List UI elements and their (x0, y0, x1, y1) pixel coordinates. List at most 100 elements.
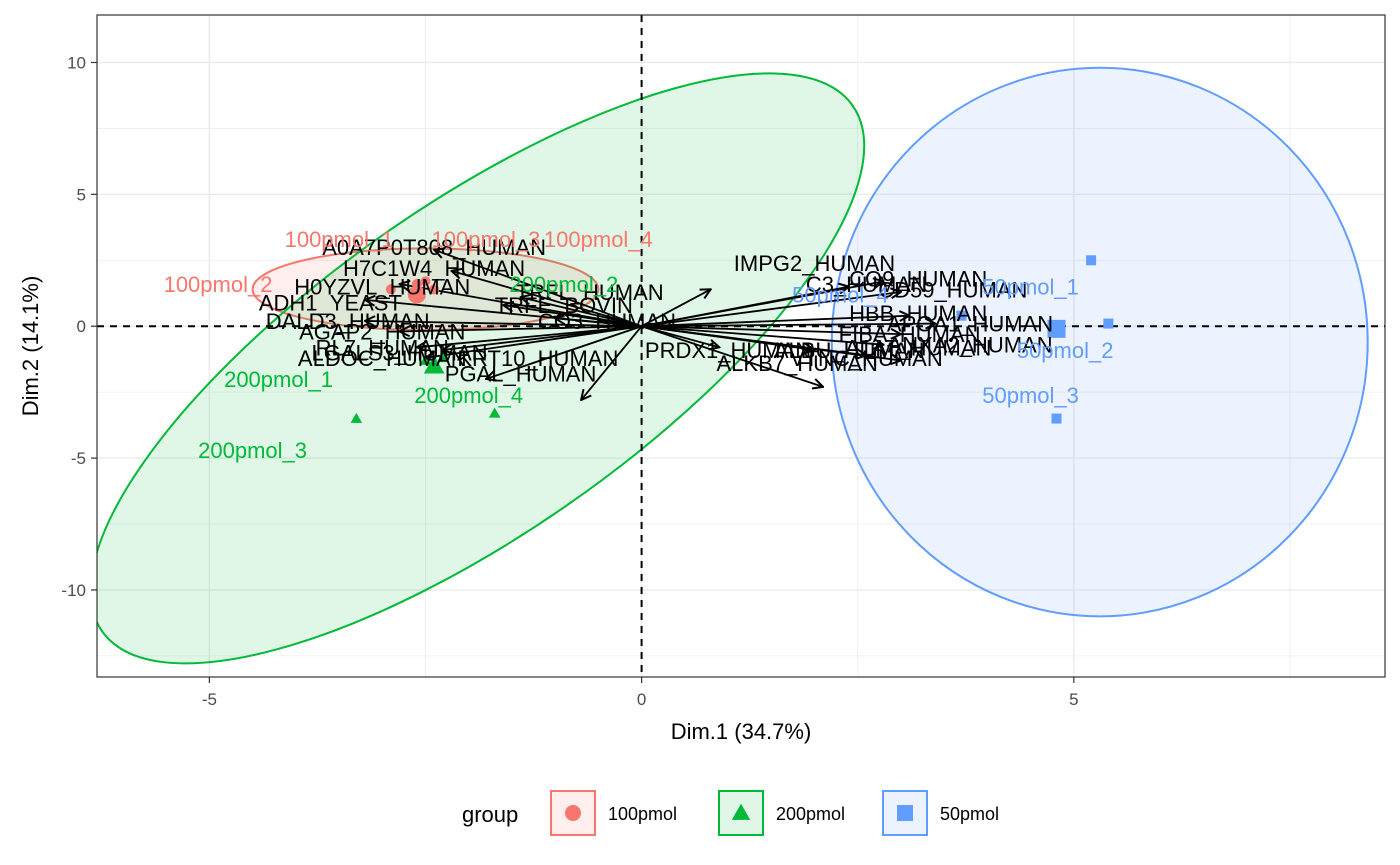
individual-label: 100pmol_1 (285, 227, 394, 252)
group-centroid (407, 285, 426, 304)
variable-arrow (400, 325, 642, 331)
variable-arrow (555, 318, 642, 328)
variable-arrow (641, 325, 901, 334)
y-tick-label: -10 (61, 581, 86, 600)
variable-label: C3_HUMAN (806, 272, 927, 297)
variable-arrow (641, 289, 711, 328)
variable-arrow (641, 281, 884, 328)
variable-label: RL7_HUMAN (316, 335, 449, 360)
legend-label-200pmol: 200pmol (776, 804, 845, 824)
variable-label: HBB_HUMAN (849, 301, 987, 326)
individual-point (488, 407, 501, 418)
x-tick-label: 5 (1069, 690, 1078, 709)
individual-point (1086, 255, 1097, 266)
legend-symbol-200pmol (731, 803, 751, 820)
individual-label: 100pmol_3 (432, 227, 541, 252)
variable-label: VTNC_HUMAN (790, 346, 943, 371)
individual-label: 100pmol_4 (544, 227, 653, 252)
legend-label-100pmol: 100pmol (608, 804, 677, 824)
variable-arrow (581, 325, 643, 400)
variable-arrow (641, 325, 824, 387)
variable-arrows (365, 250, 936, 400)
variable-label: ALDOC_HUMAN (298, 346, 467, 371)
axis-ticks: -5 0 5 -10 -5 0 5 10 (61, 53, 1078, 709)
individual-label: 200pmol_1 (224, 367, 333, 392)
individual-label: 50pmol_3 (982, 383, 1079, 408)
variable-label: DALD3_HUMAN (266, 309, 430, 334)
x-tick-label: -5 (202, 690, 217, 709)
individual-point (956, 310, 967, 321)
individual-label: 200pmol_4 (414, 383, 523, 408)
individual-point (1103, 318, 1114, 329)
legend-title: group (462, 802, 518, 827)
legend-symbol-50pmol (897, 805, 913, 821)
variable-arrow (434, 250, 642, 328)
variable-arrow (641, 316, 910, 328)
variable-label: PGAL_HUMAN (445, 362, 597, 387)
y-axis-title: Dim.2 (14.1%) (18, 276, 43, 417)
group-centroid (423, 355, 445, 374)
variable-arrow (425, 325, 642, 358)
y-tick-label: 5 (77, 185, 86, 204)
variable-arrow (641, 325, 815, 350)
variable-label: FIBA_HUMAN (839, 322, 981, 347)
individual-point (385, 284, 396, 295)
variable-label: H0YZVL_HUMAN (294, 275, 470, 300)
variable-arrow (451, 271, 642, 328)
individual-point (419, 354, 432, 365)
y-tick-label: -5 (71, 449, 86, 468)
ellipse-200pmol (97, 72, 866, 665)
variable-label: CO9_HUMAN (849, 267, 987, 292)
variable-label: CO3_HUMAN (538, 309, 676, 334)
variable-label: APOA1_HUMAN (887, 312, 1053, 337)
variable-arrow (486, 325, 642, 379)
variable-label: ALKB7_HUMAN (716, 351, 877, 376)
individual-label: 50pmol_2 (1017, 338, 1114, 363)
chart-labels: A0A7P0T808_HUMANH7C1W4_HUMANH0YZVL_HUMAN… (164, 227, 1114, 463)
variable-label: AGAP2_HUMAN (299, 319, 465, 344)
individual-label: 100pmol_2 (164, 272, 273, 297)
individual-label: 50pmol_4 (792, 283, 889, 308)
ellipse-50pmol (830, 66, 1369, 618)
individual-label: 50pmol_1 (982, 275, 1079, 300)
variable-label: A0A7P0T808_HUMAN (322, 235, 546, 260)
variable-arrow (443, 325, 642, 350)
variable-arrow (503, 305, 642, 328)
variable-label: KRT10_HUMAN (457, 346, 618, 371)
variable-label: PRDX1_HUMAN (645, 338, 811, 363)
panel-border (96, 14, 1386, 678)
individual-point (350, 412, 363, 423)
variable-arrow (641, 292, 901, 328)
variable-arrow (417, 325, 642, 347)
variable-arrow (641, 325, 884, 344)
individual-point (437, 352, 449, 363)
individual-point (1051, 413, 1062, 424)
variable-label: LGALS3_HUMAN (312, 341, 488, 366)
variable-label: TRFL_HUMAN (516, 280, 664, 305)
legend-label-50pmol: 50pmol (940, 804, 999, 824)
variable-label: TRFE_BOVIN (495, 293, 633, 318)
variable-arrow (521, 297, 642, 328)
variable-label: A1AT_HUMAN (845, 335, 991, 360)
individual-point (420, 276, 431, 287)
x-tick-label: 0 (637, 690, 646, 709)
variable-label: IMPG2_HUMAN (734, 251, 895, 276)
x-axis-title: Dim.1 (34.7%) (671, 719, 812, 744)
variable-label: H7C1W4_HUMAN (343, 256, 525, 281)
variable-label: CD59_HUMAN (878, 277, 1027, 302)
variable-label: ALBU_HUMAN (774, 338, 924, 363)
legend: group 100pmol 200pmol 50pmol (462, 790, 999, 836)
variable-label: ADH1_YEAST (259, 290, 402, 315)
individual-points (350, 255, 1114, 424)
variable-arrow (641, 324, 936, 327)
group-centroid (1047, 319, 1066, 338)
variable-arrow (365, 321, 642, 328)
group-ellipses (97, 66, 1369, 665)
y-tick-label: 0 (77, 317, 86, 336)
individual-label: 200pmol_3 (198, 438, 307, 463)
individual-label: 200pmol_2 (509, 272, 618, 297)
y-tick-label: 10 (67, 53, 86, 72)
variable-label: ANXA2_HUMAN (888, 333, 1053, 358)
